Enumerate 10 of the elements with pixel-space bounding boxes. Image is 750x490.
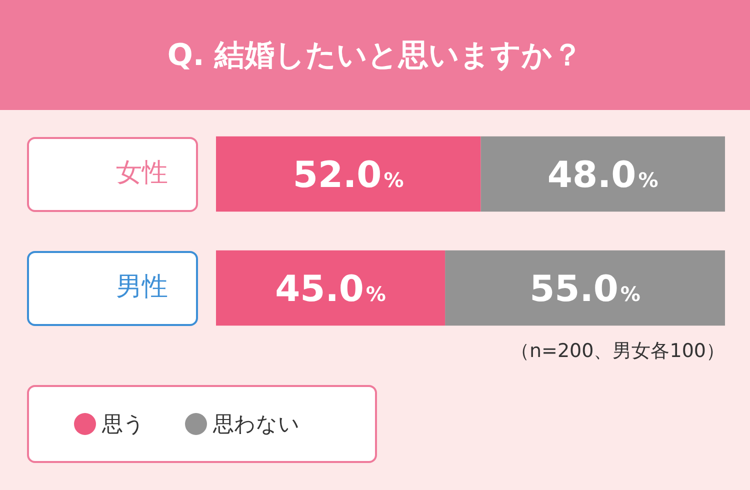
data-label: 55.0%	[530, 269, 640, 310]
annotation: （n=200、男女各100）	[510, 339, 725, 364]
data-label: 45.0%	[275, 269, 386, 310]
legend-label: 思う	[102, 411, 145, 438]
y-tick-label: 女性	[116, 158, 168, 188]
legend-label: 思わない	[213, 411, 300, 438]
chart-title: Q. 結婚したいと思いますか？	[0, 0, 750, 110]
data-label: 48.0%	[547, 155, 658, 196]
data-label: 52.0%	[292, 155, 404, 196]
y-tick-label: 男性	[116, 272, 168, 302]
